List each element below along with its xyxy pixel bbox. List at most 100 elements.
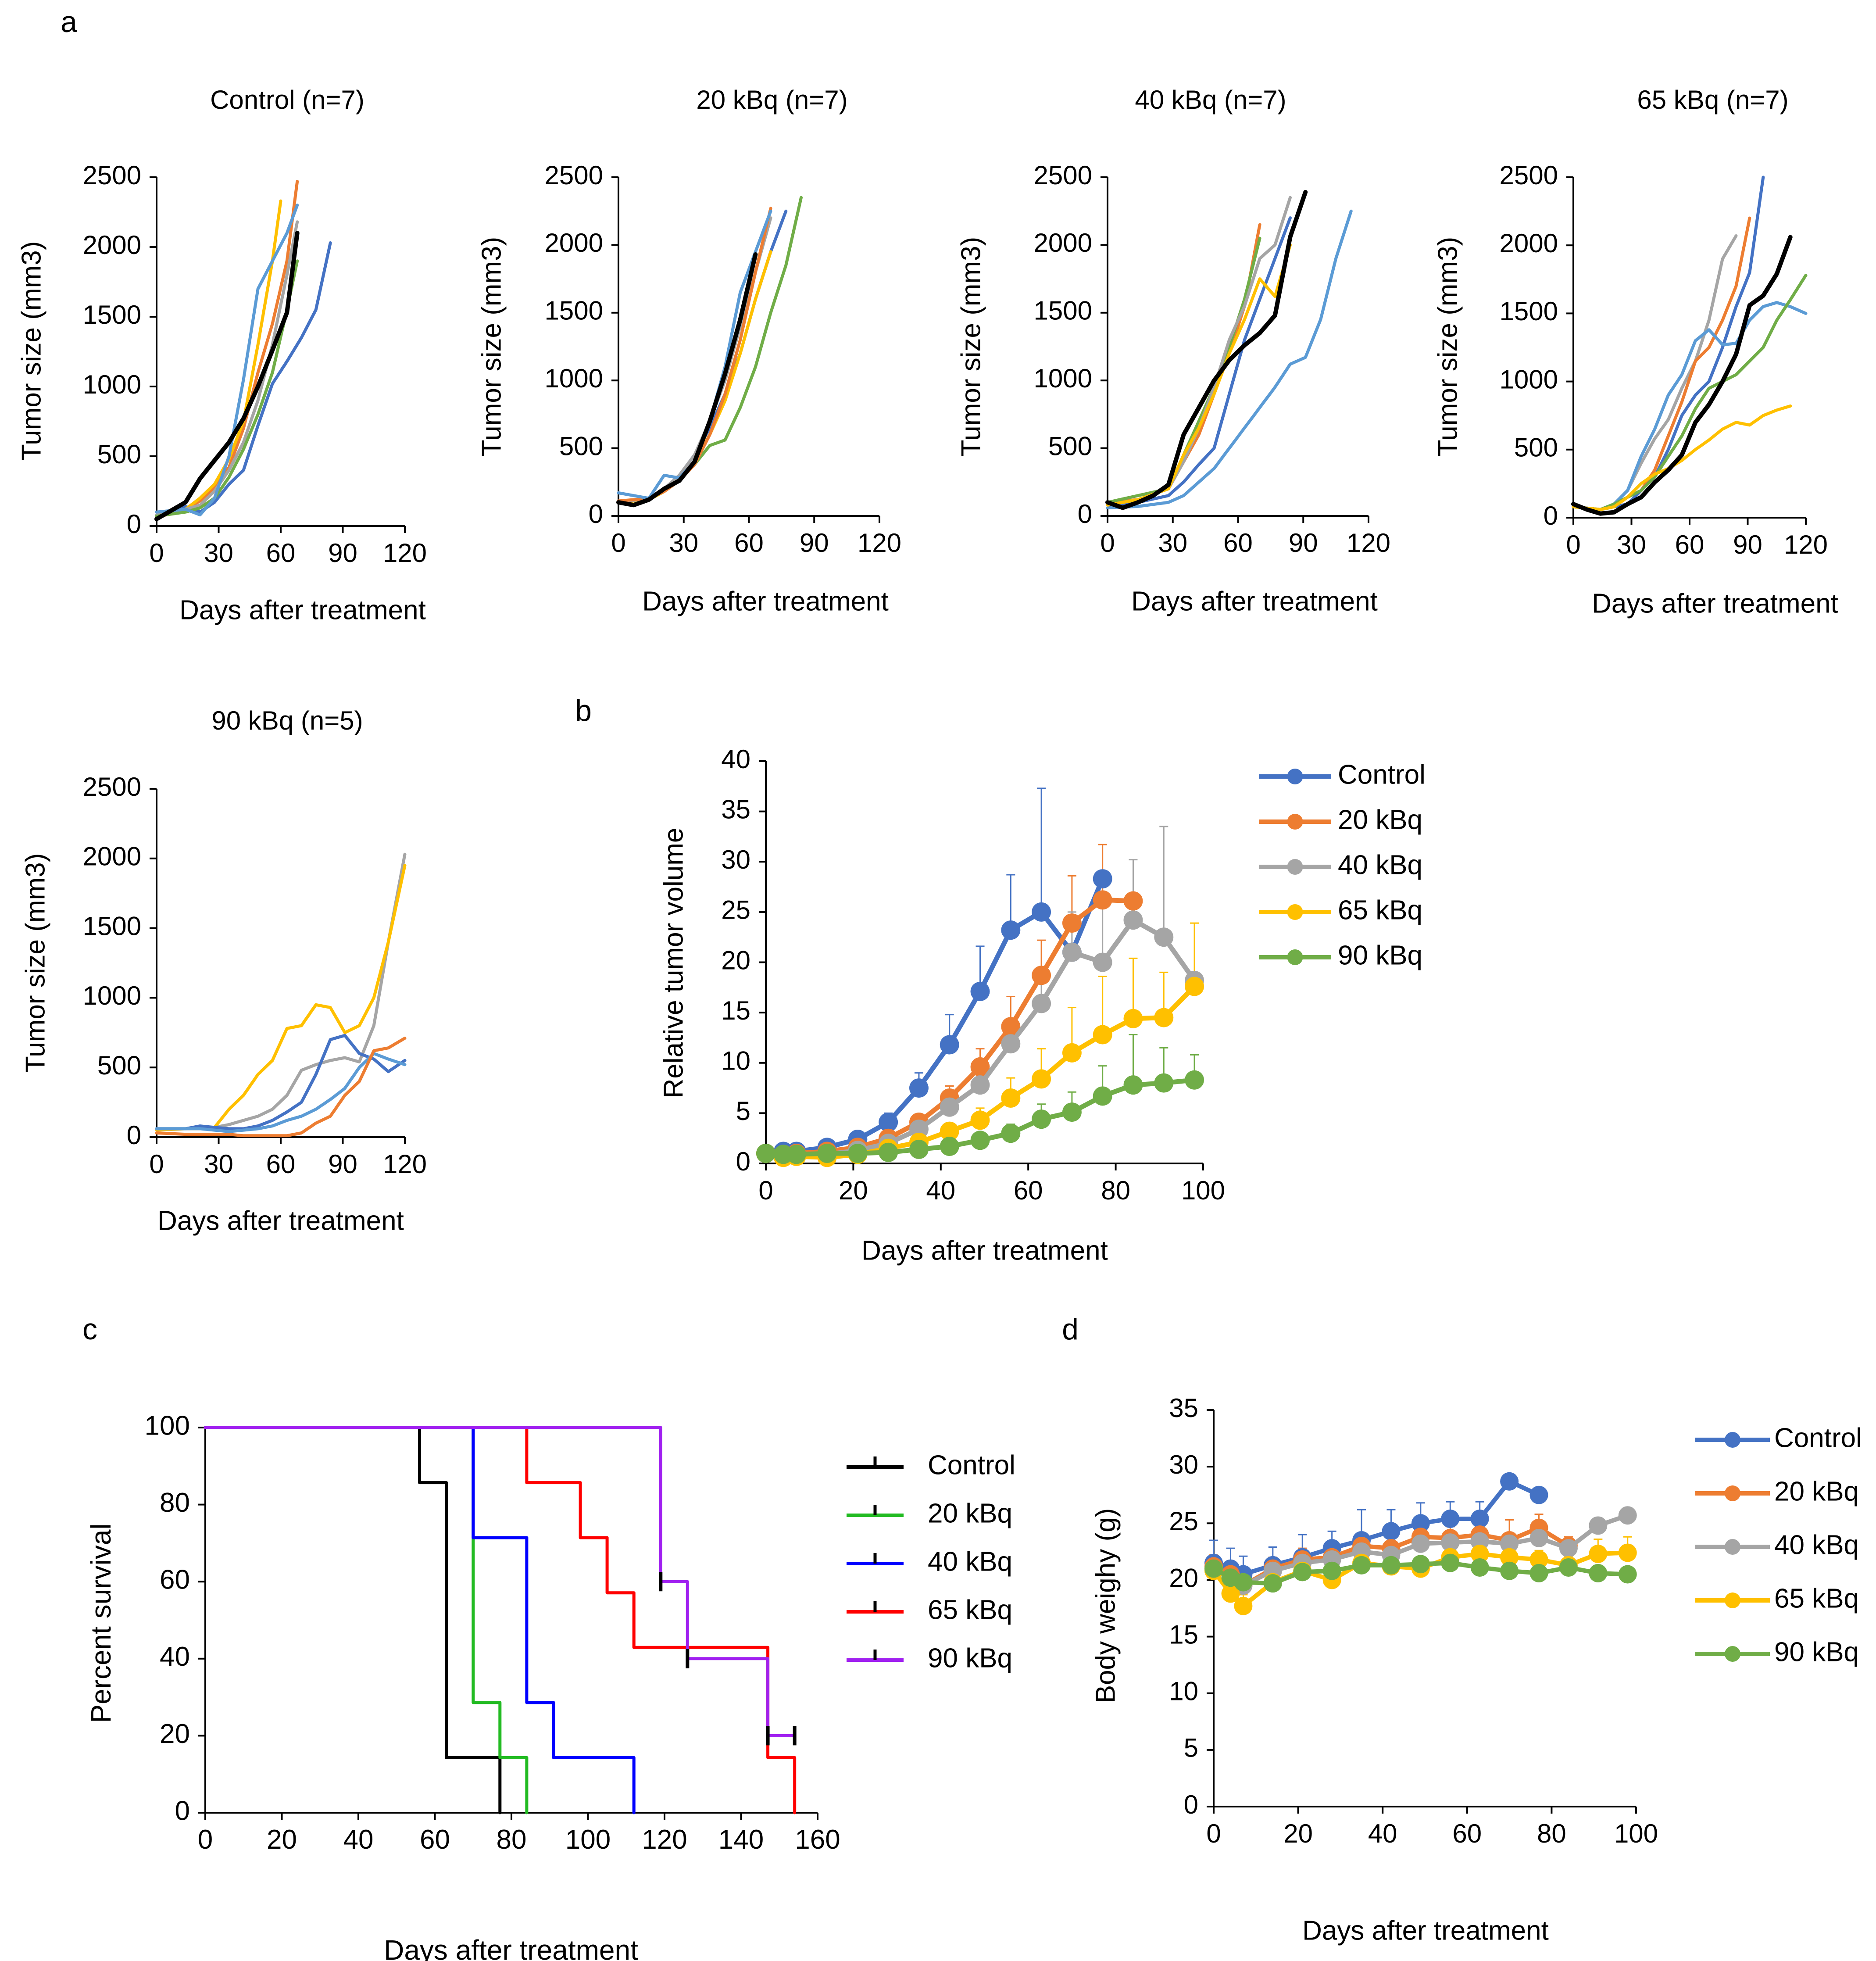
series-line-90-kbq (763, 1077, 1197, 1157)
x-tick-label: 80 (497, 1825, 527, 1855)
chart-a4: 0 30 60 90 120 0 500 1000 1500 2000 2500 Days after… (1433, 85, 1838, 619)
data-point (1185, 1070, 1204, 1090)
legend-marker (1725, 1646, 1740, 1662)
x-tick-label: 60 (266, 538, 296, 568)
x-axis-label: Days after treatment (1592, 588, 1838, 619)
panel-label: a (61, 5, 77, 39)
x-axis-label: Days after treatment (861, 1235, 1108, 1266)
y-tick-label: 30 (1169, 1450, 1198, 1479)
chart-title: 90 kBq (n=5) (211, 706, 363, 735)
y-tick-label: 500 (97, 440, 141, 469)
series-line-6 (1571, 235, 1793, 516)
chart-a3: 0 30 60 90 120 0 500 1000 1500 2000 2500 Days after… (956, 85, 1390, 617)
y-tick-label: 15 (1169, 1620, 1198, 1649)
data-point (1001, 1088, 1021, 1108)
series-line-4 (155, 1037, 407, 1138)
y-axis-label: Relative tumor volume (658, 828, 689, 1099)
y-tick-label: 1500 (1034, 296, 1092, 326)
x-tick-label: 60 (734, 528, 764, 558)
chart-title: 40 kBq (n=7) (1135, 85, 1286, 115)
data-point (1441, 1553, 1460, 1572)
x-tick-label: 90 (328, 538, 357, 568)
data-point (1093, 1025, 1112, 1045)
legend-marker (1287, 904, 1303, 920)
data-point (970, 1075, 990, 1095)
series-line-control (204, 1426, 502, 1814)
x-tick-label: 120 (383, 538, 427, 568)
x-axis-label: Days after treatment (642, 586, 889, 616)
y-tick-label: 1500 (1500, 297, 1558, 326)
data-point (1500, 1472, 1519, 1491)
y-axis-label: Tumor size (mm3) (1433, 237, 1463, 457)
legend-label: 20 kBq (1338, 805, 1422, 835)
data-point (970, 1057, 990, 1077)
x-tick-label: 30 (669, 528, 698, 558)
y-tick-label: 35 (721, 794, 750, 824)
legend-label: 40 kBq (1774, 1530, 1859, 1560)
panel-label: b (575, 694, 592, 727)
y-tick-label: 1000 (1034, 364, 1092, 393)
y-tick-label: 2500 (83, 772, 141, 802)
data-point (1032, 1109, 1051, 1129)
data-point (1500, 1561, 1519, 1580)
y-axis-label: Body weighy (g) (1090, 1508, 1121, 1703)
y-tick-label: 2000 (545, 228, 603, 258)
x-tick-label: 120 (1347, 528, 1390, 558)
data-point (909, 1078, 929, 1098)
y-axis-label: Tumor size (mm3) (20, 853, 50, 1073)
series-line-4 (1572, 274, 1808, 511)
x-tick-label: 100 (1614, 1819, 1658, 1848)
y-tick-label: 10 (1169, 1677, 1198, 1706)
data-point (1589, 1516, 1608, 1535)
y-tick-label: 2500 (83, 161, 141, 190)
series-line-6 (1105, 190, 1308, 510)
series-line-2 (155, 1034, 407, 1131)
data-point (1293, 1563, 1312, 1582)
legend-label: Control (1774, 1423, 1862, 1453)
data-point (1411, 1514, 1430, 1533)
data-point (756, 1144, 775, 1163)
data-point (1123, 910, 1143, 930)
chart-b: 0 20 40 60 80 100 0 5 10 15 20 25 30 35 40 Days after t… (658, 744, 1426, 1266)
y-tick-label: 2000 (83, 230, 141, 260)
data-point (1529, 1550, 1548, 1569)
x-tick-label: 60 (1223, 528, 1253, 558)
legend-marker (1725, 1432, 1740, 1448)
data-point (1001, 1017, 1021, 1037)
x-axis-label: Days after treatment (384, 1934, 638, 1961)
x-axis-label: Days after treatment (1302, 1915, 1549, 1946)
y-axis-label: Percent survival (85, 1523, 117, 1723)
legend-label: 90 kBq (1774, 1637, 1859, 1667)
series-line-5 (155, 204, 299, 517)
data-point (1154, 1073, 1174, 1093)
y-tick-label: 1500 (545, 296, 603, 326)
series-line-4 (1106, 196, 1292, 507)
series-line-3 (155, 1052, 407, 1133)
data-point (1032, 902, 1051, 922)
x-tick-label: 100 (1181, 1176, 1225, 1205)
y-tick-label: 20 (1169, 1563, 1198, 1592)
legend-label: 65 kBq (928, 1595, 1012, 1625)
x-tick-label: 90 (800, 528, 829, 558)
data-point (1322, 1561, 1341, 1580)
x-tick-label: 160 (795, 1825, 840, 1855)
x-tick-label: 0 (1566, 530, 1580, 559)
x-tick-label: 80 (1537, 1819, 1566, 1848)
data-point (1500, 1534, 1519, 1553)
legend-label: 40 kBq (1338, 850, 1422, 880)
chart-title: Control (n=7) (210, 85, 364, 115)
data-point (879, 1113, 898, 1132)
legend-label: 65 kBq (1774, 1583, 1859, 1614)
legend-label: 20 kBq (928, 1498, 1012, 1528)
y-tick-label: 30 (721, 845, 750, 874)
x-tick-label: 140 (718, 1825, 764, 1855)
y-tick-label: 35 (1169, 1393, 1198, 1423)
data-point (940, 1097, 959, 1117)
data-point (1589, 1564, 1608, 1582)
y-tick-label: 25 (721, 895, 750, 925)
series-line-90-kbq (1211, 1560, 1630, 1586)
data-point (1500, 1548, 1519, 1567)
y-tick-label: 2000 (83, 842, 141, 871)
series-line-65-kbq (1211, 1550, 1630, 1608)
